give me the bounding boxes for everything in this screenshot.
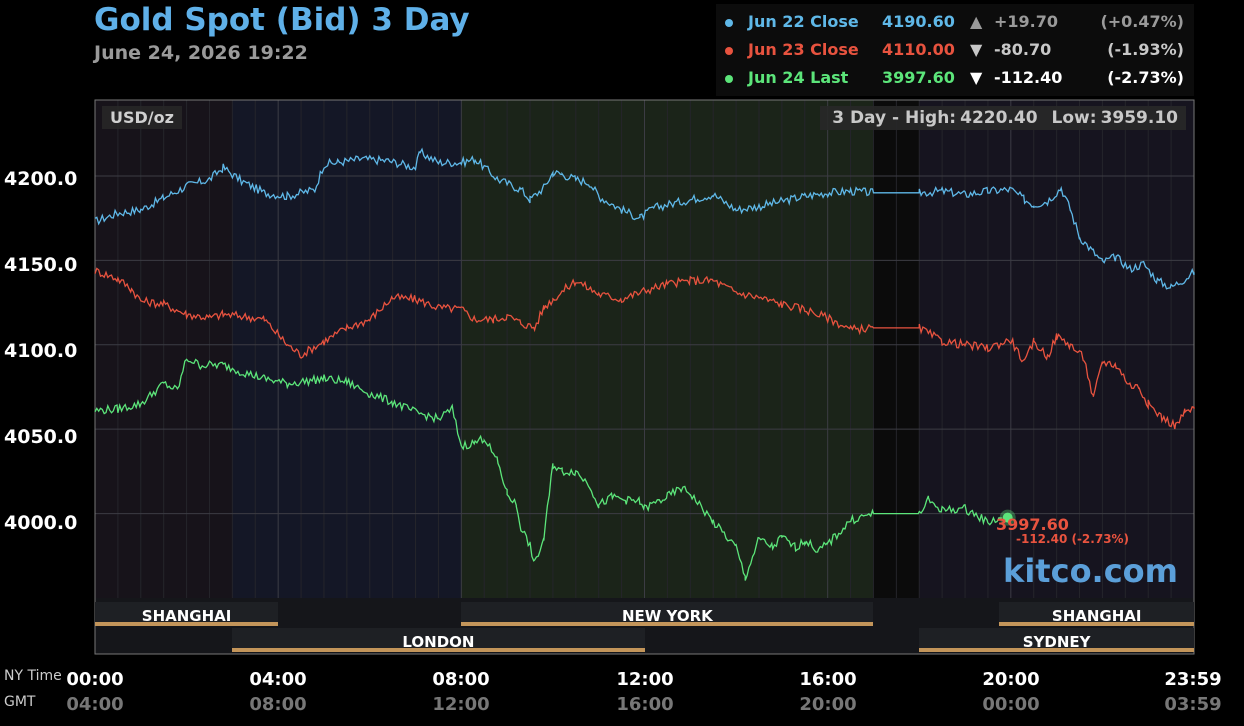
ny-time-row-label: NY Time <box>4 668 62 684</box>
series-line-jun-24-last <box>94 358 1002 581</box>
down-arrow-icon: ▼ <box>970 68 983 87</box>
legend-value: 4110.00 <box>882 40 955 59</box>
legend-change: -112.40 <box>994 68 1063 87</box>
x-tick-label-gmt: 16:00 <box>616 694 674 715</box>
x-tick-label-gmt: 08:00 <box>249 694 307 715</box>
down-arrow-icon: ▼ <box>970 40 983 59</box>
x-tick-label-ny: 23:59 <box>1164 669 1222 690</box>
x-tick-label-gmt: 00:00 <box>982 694 1040 715</box>
series-line-jun-22-close <box>94 147 1195 290</box>
last-price-label: 3997.60 <box>996 515 1069 534</box>
last-price-marker <box>1002 512 1013 523</box>
legend-name: Jun 24 Last <box>748 68 849 87</box>
series-line-jun-23-close <box>94 267 1195 430</box>
legend-change: -80.70 <box>994 40 1052 59</box>
x-tick-label-gmt: 20:00 <box>799 694 857 715</box>
x-tick-label-gmt: 12:00 <box>432 694 490 715</box>
session-bar-shanghai: SHANGHAI <box>95 602 279 626</box>
y-tick-label: 4100.0 <box>4 340 78 362</box>
session-bar-shanghai: SHANGHAI <box>999 602 1194 626</box>
x-tick-label-ny: 12:00 <box>616 669 674 690</box>
legend-row-jun22: Jun 22 Close 4190.60 ▲ +19.70 (+0.47%) <box>716 8 1194 36</box>
legend: Jun 22 Close 4190.60 ▲ +19.70 (+0.47%) J… <box>716 4 1194 96</box>
legend-row-jun23: Jun 23 Close 4110.00 ▼ -80.70 (-1.93%) <box>716 36 1194 64</box>
x-tick-label-gmt: 03:59 <box>1164 694 1222 715</box>
legend-name: Jun 22 Close <box>748 12 859 31</box>
legend-percent: (+0.47%) <box>1100 12 1184 31</box>
legend-row-jun24: Jun 24 Last 3997.60 ▼ -112.40 (-2.73%) <box>716 64 1194 92</box>
up-arrow-icon: ▲ <box>970 12 983 31</box>
legend-percent: (-1.93%) <box>1107 40 1184 59</box>
legend-value: 3997.60 <box>882 68 955 87</box>
y-tick-label: 4050.0 <box>4 426 78 448</box>
legend-dot-icon <box>725 19 733 27</box>
y-tick-label: 4000.0 <box>4 512 78 534</box>
range-low-label: Low: <box>1051 108 1097 128</box>
range-low-value: 3959.10 <box>1100 108 1178 128</box>
legend-percent: (-2.73%) <box>1107 68 1184 87</box>
y-tick-label: 4200.0 <box>4 168 78 190</box>
watermark-logo: kitco.com <box>1003 552 1178 590</box>
range-high-value: 4220.40 <box>960 108 1038 128</box>
legend-change: +19.70 <box>994 12 1059 31</box>
last-change-label: -112.40 (-2.73%) <box>1016 532 1130 546</box>
unit-label: USD/oz <box>102 106 182 129</box>
chart-title: Gold Spot (Bid) 3 Day <box>94 2 470 38</box>
x-tick-label-ny: 20:00 <box>982 669 1040 690</box>
x-tick-label-ny: 16:00 <box>799 669 857 690</box>
x-tick-label-ny: 08:00 <box>432 669 490 690</box>
session-bar-london: LONDON <box>232 628 645 652</box>
y-tick-label: 4150.0 <box>4 254 78 276</box>
chart-timestamp: June 24, 2026 19:22 <box>94 42 308 64</box>
plot-border <box>94 99 1195 655</box>
legend-value: 4190.60 <box>882 12 955 31</box>
range-high-label: 3 Day - High: <box>832 108 957 128</box>
x-tick-label-ny: 00:00 <box>66 669 124 690</box>
x-tick-label-ny: 04:00 <box>249 669 307 690</box>
range-summary: 3 Day - High: 4220.40 Low: 3959.10 <box>820 106 1186 130</box>
session-bar-new-york: NEW YORK <box>461 602 874 626</box>
legend-dot-icon <box>725 47 733 55</box>
legend-dot-icon <box>725 75 733 83</box>
x-tick-label-gmt: 04:00 <box>66 694 124 715</box>
session-bar-sydney: SYDNEY <box>919 628 1194 652</box>
legend-name: Jun 23 Close <box>748 40 859 59</box>
gmt-row-label: GMT <box>4 694 36 710</box>
